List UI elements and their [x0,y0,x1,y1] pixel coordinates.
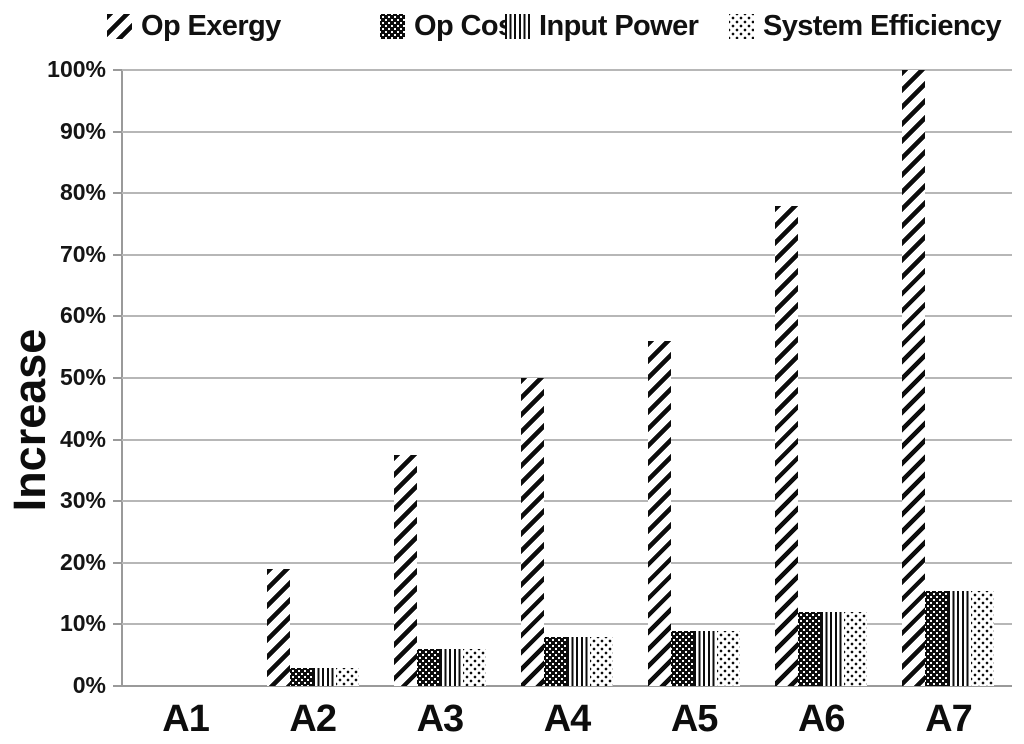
legend-label-input-power: Input Power [539,9,699,42]
y-tick-mark [113,685,122,687]
y-tick-mark [113,623,122,626]
bar-op-cost-a3 [416,649,440,686]
y-tick-label: 60% [59,302,106,329]
legend-item-op-exergy: Op Exergy [107,7,281,45]
y-tick-mark [113,253,122,256]
op-cost-swatch-icon [380,13,405,39]
y-tick-label: 90% [59,117,106,144]
legend-item-input-power: Input Power [505,7,699,45]
bar-op-exergy-a3 [393,455,417,686]
bar-op-cost-a4 [544,636,567,686]
legend-item-op-cost: Op Cost [380,7,523,45]
legend-item-system-efficiency: System Efficiency [729,7,1002,45]
bar-input-power-a3 [439,649,463,686]
y-tick-mark [113,315,122,318]
bar-input-power-a5 [694,630,718,686]
bar-system-efficiency-a2 [335,667,359,686]
bar-op-cost-a6 [798,612,822,686]
legend-label-op-cost: Op Cost [414,9,523,42]
input-power-swatch-icon [505,13,530,39]
gridline [122,500,1012,503]
bar-op-exergy-a6 [775,205,799,686]
y-tick-label: 10% [59,610,106,637]
y-tick-label: 100% [47,56,106,82]
bar-input-power-a7 [948,590,972,686]
gridline [122,561,1012,564]
bar-system-efficiency-a4 [590,636,613,686]
x-category-label: A5 [670,698,719,740]
x-category-label: A7 [925,698,973,740]
gridline [122,377,1012,379]
gridline [122,192,1012,195]
legend-label-system-efficiency: System Efficiency [763,9,1002,42]
y-tick-mark [113,377,122,379]
bar-input-power-a2 [312,667,336,686]
bar-system-efficiency-a6 [844,612,868,686]
bar-op-cost-a7 [925,590,949,686]
y-axis-title: Increase [4,328,55,512]
y-tick-label: 0% [72,672,106,698]
y-tick-mark [113,130,122,133]
y-tick-mark [113,500,122,503]
y-tick-mark [113,438,122,441]
y-tick-label: 20% [59,548,106,575]
bar-input-power-a6 [821,612,845,686]
y-tick-mark [113,192,122,195]
op-exergy-swatch-icon [107,13,132,39]
y-tick-label: 70% [59,240,106,267]
bar-op-cost-a2 [289,667,313,686]
y-tick-mark [113,561,122,564]
gridline [122,623,1012,626]
bar-input-power-a4 [567,636,590,686]
y-tick-label: 80% [59,179,106,206]
gridline [122,438,1012,441]
legend-label-op-exergy: Op Exergy [141,9,281,42]
x-category-label: A3 [416,698,465,740]
gridline [122,253,1012,256]
x-category-label: A2 [289,698,337,740]
gridline [122,130,1012,133]
y-tick-label: 30% [59,487,106,514]
bar-op-exergy-a2 [266,568,290,686]
bar-system-efficiency-a7 [971,590,995,686]
y-tick-label: 50% [59,364,106,390]
x-category-label: A4 [543,698,592,740]
x-category-label: A6 [797,698,846,740]
bar-system-efficiency-a5 [717,630,741,686]
bar-op-exergy-a5 [648,341,672,686]
y-tick-label: 40% [59,425,106,452]
y-tick-mark [113,69,122,71]
bar-system-efficiency-a3 [462,649,486,686]
bar-op-exergy-a7 [902,70,926,686]
x-category-label: A1 [162,698,210,740]
bar-op-cost-a5 [671,630,695,686]
x-axis-line [113,685,1012,687]
gridline [122,69,1012,71]
system-efficiency-swatch-icon [729,13,754,39]
gridline [122,315,1012,318]
bar-op-exergy-a4 [521,378,544,686]
